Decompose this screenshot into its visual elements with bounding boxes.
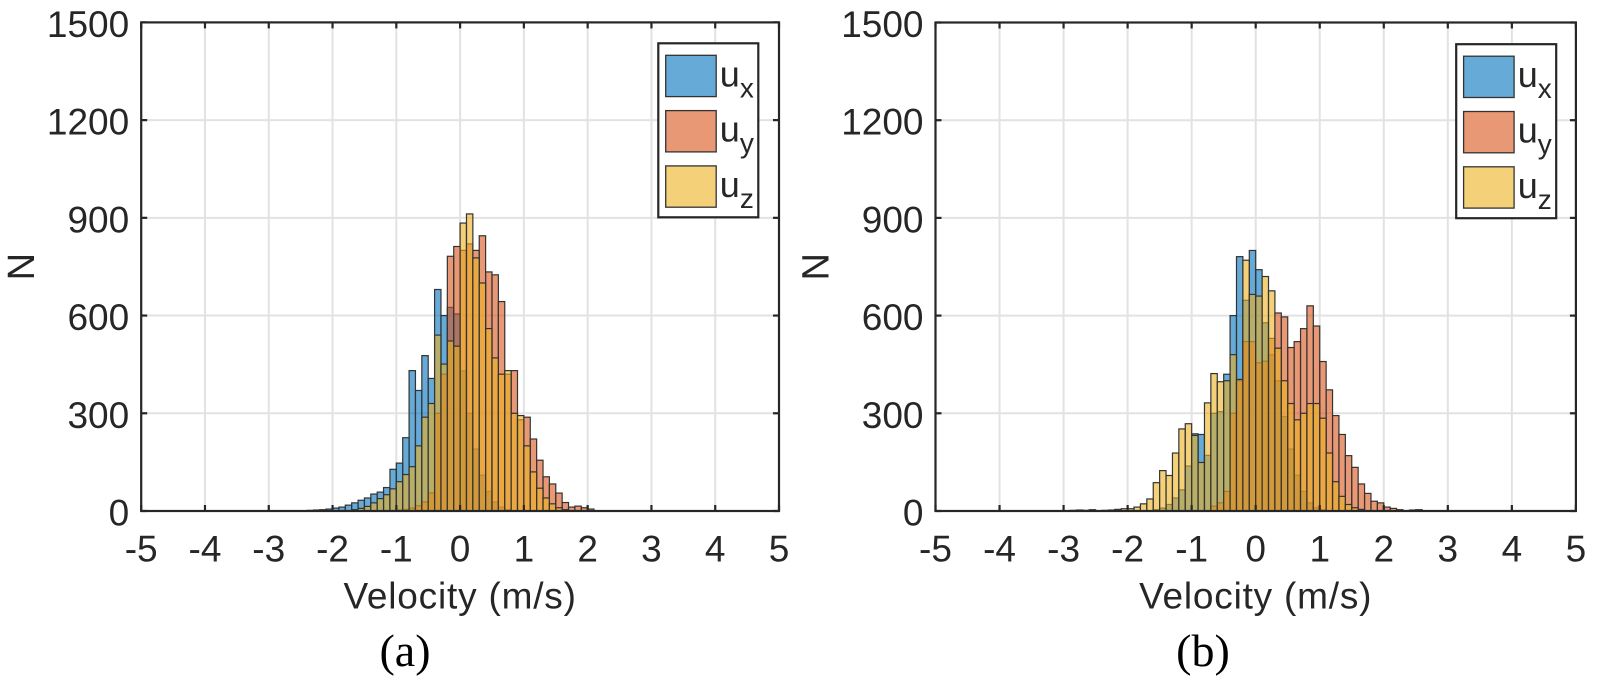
svg-text:-5: -5 [919,529,952,570]
svg-text:900: 900 [67,199,129,240]
svg-text:600: 600 [862,297,924,338]
svg-text:Velocity (m/s): Velocity (m/s) [343,576,576,617]
svg-text:600: 600 [67,297,129,338]
svg-text:0: 0 [450,529,471,570]
svg-text:300: 300 [862,395,924,436]
svg-text:3: 3 [641,529,662,570]
svg-text:300: 300 [67,395,129,436]
svg-text:4: 4 [1502,529,1523,570]
svg-text:(b): (b) [1176,625,1230,676]
svg-text:1500: 1500 [47,4,129,45]
svg-text:-5: -5 [125,529,158,570]
svg-text:-3: -3 [252,529,285,570]
svg-text:1: 1 [514,529,535,570]
svg-text:-4: -4 [983,529,1016,570]
svg-text:4: 4 [705,529,726,570]
svg-text:5: 5 [1566,529,1587,570]
svg-text:1500: 1500 [841,4,923,45]
svg-text:2: 2 [1373,529,1394,570]
svg-text:5: 5 [769,529,790,570]
svg-text:2: 2 [577,529,598,570]
svg-text:1200: 1200 [47,102,129,143]
svg-text:0: 0 [109,493,130,534]
svg-text:-4: -4 [189,529,222,570]
svg-text:-2: -2 [1111,529,1144,570]
svg-text:N: N [1,253,43,280]
svg-text:1: 1 [1309,529,1330,570]
svg-text:-2: -2 [316,529,349,570]
svg-text:N: N [796,253,838,280]
svg-text:0: 0 [1245,529,1266,570]
svg-text:Velocity (m/s): Velocity (m/s) [1139,576,1372,617]
svg-text:-3: -3 [1047,529,1080,570]
svg-text:900: 900 [862,199,924,240]
svg-text:-1: -1 [380,529,413,570]
svg-text:3: 3 [1438,529,1459,570]
svg-text:(a): (a) [379,625,430,676]
svg-text:-1: -1 [1175,529,1208,570]
svg-text:1200: 1200 [841,102,923,143]
svg-text:0: 0 [903,493,924,534]
